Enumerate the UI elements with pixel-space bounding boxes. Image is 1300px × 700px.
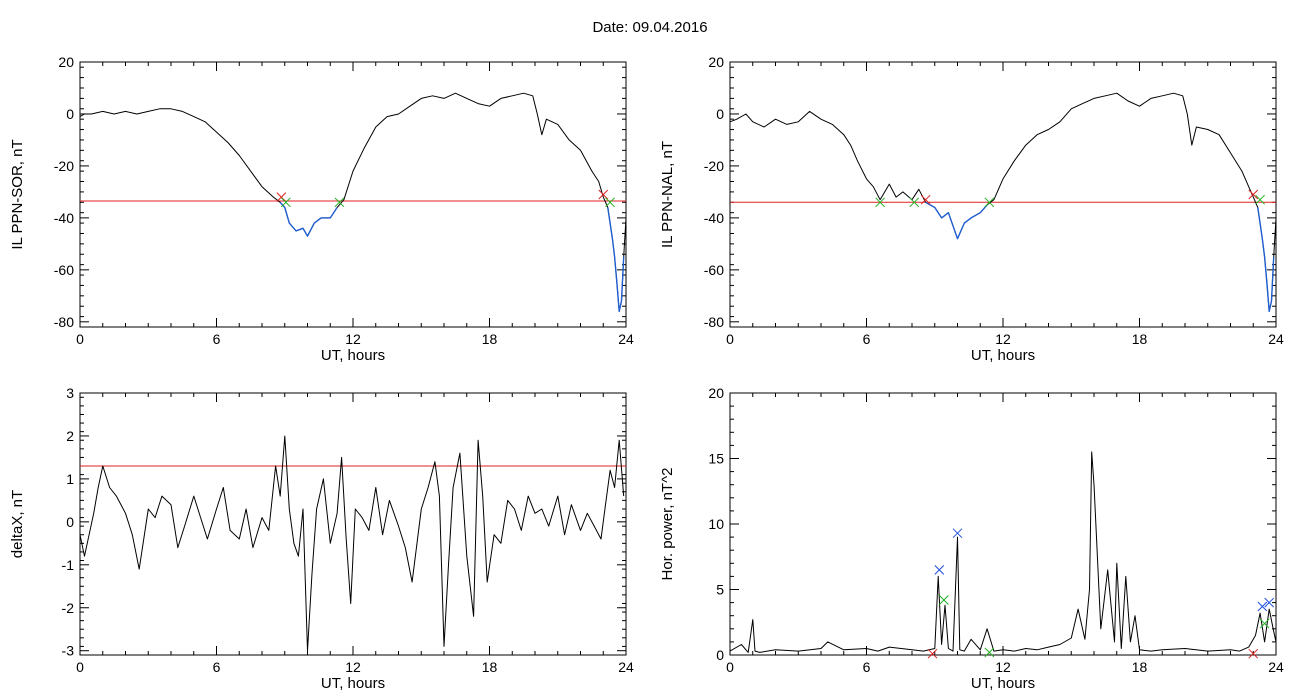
x-tick-label: 24 xyxy=(618,659,634,675)
cross-marker xyxy=(938,595,949,605)
y-tick-label: -1 xyxy=(62,557,75,573)
x-tick-label: 6 xyxy=(213,659,221,675)
series-line-1 xyxy=(79,92,627,312)
y-tick-label: 0 xyxy=(716,106,724,122)
y-tick-label: 10 xyxy=(708,516,724,532)
plot-frame xyxy=(79,61,627,328)
cross-marker xyxy=(934,564,945,575)
y-axis-label: IL PPN-SOR, nT xyxy=(9,139,26,249)
y-tick-label: -2 xyxy=(62,600,75,616)
y-tick-label: -40 xyxy=(704,210,724,226)
y-axis-label: IL PPN-NAL, nT xyxy=(659,141,676,248)
y-tick-label: 20 xyxy=(58,54,74,70)
y-tick-label: 1 xyxy=(66,471,74,487)
series-line-2 xyxy=(279,201,338,237)
date-title: Date: 09.04.2016 xyxy=(592,19,708,36)
series-line-2 xyxy=(925,201,988,240)
y-tick-label: 5 xyxy=(716,582,724,598)
cross-marker xyxy=(927,648,938,659)
plot-frame xyxy=(729,392,1277,656)
y-tick-label: 2 xyxy=(66,428,74,444)
cross-marker xyxy=(1248,648,1259,659)
cross-marker xyxy=(909,197,920,208)
y-tick-label: 0 xyxy=(716,647,724,663)
y-tick-label: 0 xyxy=(66,106,74,122)
x-tick-label: 12 xyxy=(995,331,1011,347)
x-tick-label: 12 xyxy=(345,331,361,347)
series-line-1 xyxy=(79,435,625,652)
x-tick-label: 6 xyxy=(863,659,871,675)
x-tick-label: 0 xyxy=(726,331,734,347)
x-tick-label: 18 xyxy=(1132,659,1148,675)
x-tick-label: 24 xyxy=(1268,659,1284,675)
cross-marker xyxy=(1259,618,1270,629)
y-axis-label: deltaX, nT xyxy=(9,490,26,558)
y-tick-label: -80 xyxy=(704,314,724,330)
x-tick-label: 18 xyxy=(482,331,498,347)
y-axis-label: Hor. power, nT^2 xyxy=(659,468,676,581)
x-tick-label: 18 xyxy=(1132,331,1148,347)
chart-panel-4: 0 6 12 18 24 0 5 10 15 20 UT, hours Hor. power, nT^… xyxy=(659,385,1284,692)
series-line-3 xyxy=(607,207,625,313)
chart-panel-2: 0 6 12 18 24 -80 -60 -40 -20 0 20 UT, hours IL PPN-N… xyxy=(659,54,1284,364)
x-tick-label: 6 xyxy=(213,331,221,347)
x-axis-label: UT, hours xyxy=(971,675,1035,692)
x-axis-label: UT, hours xyxy=(321,675,385,692)
y-tick-label: 0 xyxy=(66,514,74,530)
x-tick-label: 18 xyxy=(482,659,498,675)
series-line-3 xyxy=(1257,207,1275,313)
chart-panel-1: 0 6 12 18 24 -80 -60 -40 -20 0 20 UT, hours IL PPN-S… xyxy=(9,54,634,364)
y-tick-label: -3 xyxy=(62,643,75,659)
cross-marker xyxy=(598,189,609,200)
y-tick-label: -80 xyxy=(54,314,74,330)
y-tick-label: -20 xyxy=(54,158,74,174)
x-tick-label: 0 xyxy=(76,331,84,347)
cross-marker xyxy=(1255,194,1265,205)
y-tick-label: 20 xyxy=(708,54,724,70)
plot-frame xyxy=(729,61,1277,328)
cross-marker xyxy=(1248,189,1259,200)
x-tick-label: 24 xyxy=(1268,331,1284,347)
y-tick-label: 20 xyxy=(708,385,724,401)
x-tick-label: 12 xyxy=(345,659,361,675)
cross-marker xyxy=(952,528,963,539)
y-tick-label: -20 xyxy=(704,158,724,174)
cross-marker xyxy=(984,647,995,658)
cross-marker xyxy=(1264,597,1275,608)
cross-marker xyxy=(281,197,291,208)
y-tick-label: -60 xyxy=(704,262,724,278)
cross-marker xyxy=(984,197,995,208)
cross-marker xyxy=(875,197,886,208)
cross-marker xyxy=(605,197,615,208)
x-axis-label: UT, hours xyxy=(321,347,385,364)
cross-marker xyxy=(1257,601,1268,612)
cross-marker xyxy=(920,194,931,205)
x-tick-label: 12 xyxy=(995,659,1011,675)
series-line-1 xyxy=(729,92,1277,312)
plot-frame xyxy=(79,392,627,656)
cross-marker xyxy=(334,197,345,208)
series-line-1 xyxy=(729,451,1277,653)
y-tick-label: 15 xyxy=(708,451,724,467)
x-tick-label: 6 xyxy=(863,331,871,347)
x-tick-label: 0 xyxy=(76,659,84,675)
y-tick-label: 3 xyxy=(66,385,74,401)
y-tick-label: -40 xyxy=(54,210,74,226)
x-tick-label: 0 xyxy=(726,659,734,675)
x-tick-label: 24 xyxy=(618,331,634,347)
x-axis-label: UT, hours xyxy=(971,347,1035,364)
y-tick-label: -60 xyxy=(54,262,74,278)
